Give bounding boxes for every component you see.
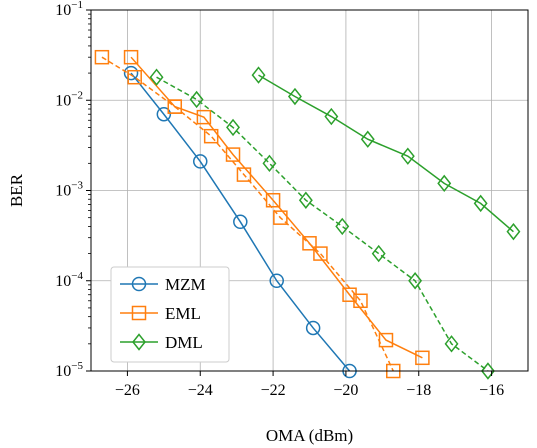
series-dml-dashed — [149, 68, 495, 380]
data-point-square — [196, 109, 212, 125]
data-point-circle — [156, 106, 172, 122]
data-point-diamond — [360, 130, 375, 148]
legend: MZM EML DML — [110, 266, 230, 363]
legend-marker-square — [131, 305, 147, 321]
legend-label: EML — [165, 304, 201, 323]
x-tick-label: −16 — [479, 382, 504, 399]
legend-marker-circle — [131, 276, 147, 292]
data-point-square — [273, 210, 288, 225]
legend-marker-diamond — [132, 333, 146, 351]
data-point-diamond — [371, 244, 386, 263]
series-line — [258, 74, 514, 233]
data-point-diamond — [437, 174, 452, 193]
series-mzm-solid — [123, 65, 357, 379]
data-point-square — [313, 246, 328, 261]
data-point-square — [127, 69, 142, 85]
data-point-diamond — [287, 87, 302, 106]
data-point-circle — [233, 214, 248, 230]
data-point-diamond — [506, 222, 521, 241]
series-line — [156, 76, 489, 372]
y-tick-label: 10−2 — [55, 89, 83, 109]
series-dml-solid — [251, 66, 521, 241]
data-point-square — [302, 236, 317, 251]
data-point-circle — [269, 273, 284, 288]
data-point-diamond — [335, 217, 350, 236]
data-point-diamond — [400, 147, 415, 165]
x-tick-label: −20 — [333, 382, 358, 399]
y-tick-label: 10−3 — [55, 180, 83, 200]
data-point-square — [167, 99, 183, 114]
data-point-circle — [123, 65, 139, 81]
data-point-circle — [305, 320, 321, 336]
y-tick-label: 10−5 — [55, 360, 83, 380]
legend-label: DML — [165, 333, 203, 352]
y-tick-label: 10−1 — [55, 0, 83, 19]
data-point-circle — [193, 154, 208, 169]
data-point-diamond — [251, 66, 266, 84]
data-point-diamond — [149, 68, 164, 86]
series-layer — [94, 49, 521, 380]
data-point-square — [353, 293, 368, 309]
x-tick-label: −24 — [188, 382, 213, 399]
data-point-square — [94, 49, 110, 65]
data-point-square — [236, 167, 252, 182]
axis-ticks: −26 −24 −22 −20 −18 −16 10−5 10−4 10−3 10−2 10−1 — [55, 0, 504, 399]
series-line — [130, 56, 423, 359]
data-point-diamond — [473, 194, 488, 213]
data-point-diamond — [408, 272, 423, 290]
x-axis-title: OMA (dBm) — [266, 426, 353, 445]
data-point-square — [203, 128, 219, 144]
data-point-diamond — [262, 154, 277, 173]
series-line — [130, 72, 351, 372]
x-tick-label: −22 — [261, 382, 286, 399]
y-axis-title: BER — [7, 173, 26, 207]
x-tick-label: −26 — [115, 382, 140, 399]
y-tick-label: 10−4 — [55, 270, 83, 290]
legend-label: MZM — [165, 275, 206, 294]
data-point-diamond — [324, 107, 339, 126]
data-point-diamond — [226, 118, 240, 137]
data-point-diamond — [189, 90, 204, 109]
data-point-diamond — [298, 191, 313, 209]
data-point-square — [123, 49, 139, 65]
data-point-diamond — [444, 335, 459, 353]
data-point-square — [415, 350, 430, 366]
data-point-diamond — [480, 362, 495, 380]
x-tick-label: −18 — [406, 382, 431, 399]
series-line — [101, 56, 394, 372]
